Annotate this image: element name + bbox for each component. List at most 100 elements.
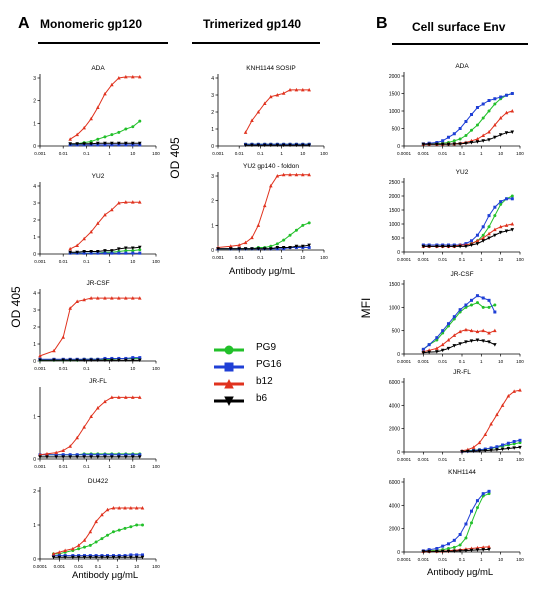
point-pg16 bbox=[487, 489, 491, 493]
series-line-pg9 bbox=[423, 93, 513, 145]
point-b6 bbox=[512, 446, 516, 450]
point-b6 bbox=[45, 455, 49, 459]
point-b12 bbox=[483, 432, 488, 436]
point-b12 bbox=[435, 346, 439, 350]
x-tick-label: 10 bbox=[130, 259, 136, 264]
point-pg16 bbox=[441, 139, 445, 143]
point-b6 bbox=[475, 140, 480, 144]
series-line-pg16 bbox=[53, 554, 143, 557]
point-pg9 bbox=[77, 547, 81, 551]
x-tick-label: 0.01 bbox=[59, 259, 68, 264]
point-b6 bbox=[117, 455, 121, 459]
point-b12 bbox=[495, 412, 499, 417]
point-b12 bbox=[504, 110, 509, 115]
point-pg16 bbox=[111, 554, 115, 558]
point-b12 bbox=[94, 519, 98, 524]
x-tick-label: 0.01 bbox=[438, 457, 447, 462]
y-tick-label: 3 bbox=[33, 76, 36, 82]
point-pg16 bbox=[499, 200, 503, 204]
point-b6 bbox=[452, 244, 457, 249]
point-b12 bbox=[307, 172, 311, 177]
y-tick-label: 0 bbox=[211, 248, 214, 254]
panel-letter-a: A bbox=[18, 15, 30, 32]
point-pg16 bbox=[123, 554, 127, 558]
point-pg16 bbox=[504, 93, 508, 97]
x-tick-label: 0.1 bbox=[83, 366, 90, 371]
point-pg9 bbox=[458, 543, 462, 547]
point-b6 bbox=[487, 138, 491, 142]
point-pg9 bbox=[96, 137, 100, 141]
point-b6 bbox=[452, 142, 457, 146]
point-b12 bbox=[506, 394, 511, 398]
point-pg9 bbox=[493, 102, 497, 106]
x-tick-label: 0.001 bbox=[34, 151, 46, 156]
x-tick-label: 10 bbox=[300, 255, 306, 260]
point-pg16 bbox=[464, 120, 468, 123]
x-tick-label: 0.001 bbox=[418, 359, 430, 364]
point-pg9 bbox=[493, 303, 497, 307]
point-pg9 bbox=[288, 233, 292, 237]
point-pg16 bbox=[94, 554, 98, 558]
point-b6 bbox=[471, 449, 476, 454]
chart-title: KNH1144 SOSIP bbox=[246, 65, 295, 72]
x-tick-label: 100 bbox=[320, 255, 328, 260]
point-b12 bbox=[131, 296, 135, 300]
point-b12 bbox=[61, 335, 65, 339]
point-b6 bbox=[495, 448, 499, 452]
point-pg16 bbox=[427, 343, 431, 347]
point-b6 bbox=[421, 351, 426, 355]
point-pg9 bbox=[117, 528, 121, 532]
point-b6 bbox=[288, 246, 292, 250]
point-pg16 bbox=[124, 356, 128, 360]
point-b6 bbox=[435, 142, 439, 147]
point-b6 bbox=[487, 236, 491, 240]
point-b6 bbox=[131, 141, 135, 146]
series-line-b12 bbox=[53, 507, 143, 555]
point-b6 bbox=[124, 358, 128, 363]
point-pg16 bbox=[493, 310, 497, 314]
chart-title: KNH1144 bbox=[448, 469, 476, 476]
point-b12 bbox=[510, 222, 515, 226]
series-line-b12 bbox=[69, 201, 140, 250]
point-b6 bbox=[481, 339, 486, 343]
point-pg16 bbox=[458, 127, 462, 130]
x-tick-label: 0.1 bbox=[459, 557, 466, 562]
point-pg9 bbox=[499, 202, 503, 206]
point-pg9 bbox=[475, 506, 479, 510]
x-tick-label: 1 bbox=[480, 257, 483, 262]
point-b6 bbox=[95, 141, 100, 146]
x-tick-label: 0.1 bbox=[95, 564, 102, 569]
series-line-b12 bbox=[461, 389, 521, 452]
point-b12 bbox=[137, 296, 142, 300]
y-tick-label: 6000 bbox=[389, 380, 400, 386]
point-pg9 bbox=[100, 537, 104, 541]
legend-label-pg9: PG9 bbox=[256, 342, 277, 353]
series-line-b6 bbox=[423, 229, 513, 247]
point-pg16 bbox=[138, 453, 142, 457]
point-pg9 bbox=[512, 442, 516, 446]
point-b6 bbox=[500, 447, 505, 452]
point-b6 bbox=[440, 244, 445, 249]
point-b6 bbox=[483, 449, 488, 453]
x-tick-label: 1 bbox=[480, 151, 483, 156]
point-pg16 bbox=[131, 453, 135, 457]
chart-title: JR-FL bbox=[453, 369, 471, 376]
point-pg16 bbox=[489, 446, 493, 450]
point-pg16 bbox=[138, 251, 142, 255]
point-b6 bbox=[460, 450, 464, 454]
point-b12 bbox=[243, 130, 248, 134]
point-b6 bbox=[464, 549, 468, 553]
point-b6 bbox=[68, 142, 72, 146]
point-b12 bbox=[452, 333, 457, 337]
point-b6 bbox=[250, 143, 254, 148]
y-tick-label: 0 bbox=[33, 252, 36, 258]
point-pg9 bbox=[117, 130, 121, 134]
point-b6 bbox=[89, 249, 93, 254]
x-tick-label: 100 bbox=[320, 151, 328, 156]
point-b6 bbox=[117, 141, 121, 146]
point-pg16 bbox=[487, 99, 491, 102]
point-pg9 bbox=[487, 305, 491, 309]
x-tick-label: 0.0001 bbox=[33, 564, 47, 569]
point-b6 bbox=[123, 555, 127, 560]
point-b6 bbox=[464, 244, 468, 249]
